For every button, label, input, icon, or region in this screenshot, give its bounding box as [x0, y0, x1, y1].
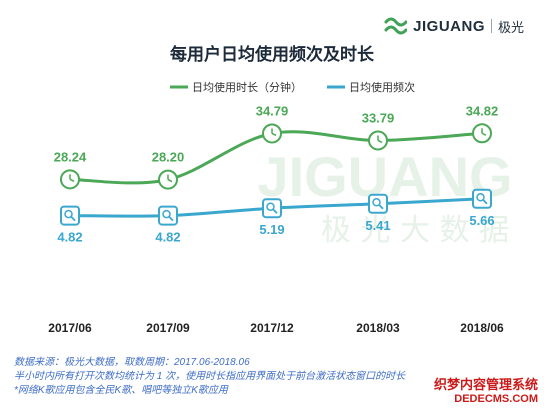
- data-label: 34.79: [256, 103, 289, 118]
- data-label: 34.82: [466, 103, 499, 118]
- point-magnifier-icon: [158, 205, 178, 226]
- data-label: 28.20: [152, 150, 185, 165]
- jiguang-logo-icon: [384, 17, 408, 35]
- point-clock-icon: [262, 123, 282, 144]
- point-clock-icon: [158, 169, 178, 190]
- site-stamp-cn: 织梦内容管理系统: [433, 377, 538, 392]
- footnote-definition: 半小时内所有打开次数均统计为 1 次，使用时长指应用界面处于前台激活状态窗口的时…: [14, 371, 406, 382]
- point-magnifier-icon: [472, 188, 492, 209]
- footnote-source: 数据来源：极光大数据，取数周期：2017.06-2018.06: [14, 357, 250, 368]
- data-label: 33.79: [362, 110, 395, 125]
- series-group: 28.24 28.20 34.79 33.79 34.82 4.82 4.82 5.19 5.4…: [54, 103, 499, 244]
- site-stamp: 织梦内容管理系统 DEDECMS.COM: [434, 374, 538, 405]
- point-clock-icon: [368, 130, 388, 151]
- legend-label-1: 日均使用频次: [349, 80, 415, 94]
- logo-brand-text: JIGUANG: [413, 17, 485, 35]
- x-axis: 2017/06 2017/09 2017/12 2018/03 2018/06: [48, 321, 504, 335]
- point-clock-icon: [60, 169, 80, 190]
- data-label: 5.66: [469, 213, 494, 228]
- legend-label-0: 日均使用时长（分钟）: [192, 80, 302, 94]
- watermark-cn: 极 光 大 数 据: [321, 213, 509, 248]
- data-label: 28.24: [54, 149, 87, 164]
- data-label: 4.82: [155, 230, 180, 245]
- chart-title: 每用户日均使用频次及时长: [170, 45, 374, 64]
- jiguang-logo: JIGUANG 极光: [383, 14, 524, 38]
- x-tick-label: 2017/12: [250, 321, 294, 335]
- logo-divider: [490, 19, 492, 33]
- point-clock-icon: [472, 123, 492, 144]
- x-tick-label: 2018/06: [460, 321, 504, 335]
- point-magnifier-icon: [262, 198, 282, 219]
- point-magnifier-icon: [60, 205, 80, 226]
- legend: 日均使用时长（分钟） 日均使用频次: [170, 80, 415, 94]
- data-label: 4.82: [57, 230, 82, 245]
- data-label: 5.19: [259, 222, 284, 237]
- footnotes: 数据来源：极光大数据，取数周期：2017.06-2018.06 半小时内所有打开…: [14, 356, 405, 398]
- footnote-scope: *网络K歌应用包含全民K歌、唱吧等独立K歌应用: [14, 385, 228, 396]
- x-tick-label: 2017/06: [48, 321, 92, 335]
- x-tick-label: 2017/09: [146, 321, 190, 335]
- site-stamp-en: DEDECMS.COM: [454, 393, 538, 405]
- point-magnifier-icon: [368, 193, 388, 214]
- data-label: 5.41: [365, 218, 390, 233]
- logo-brand-cn: 极光: [497, 19, 524, 35]
- x-tick-label: 2018/03: [356, 321, 400, 335]
